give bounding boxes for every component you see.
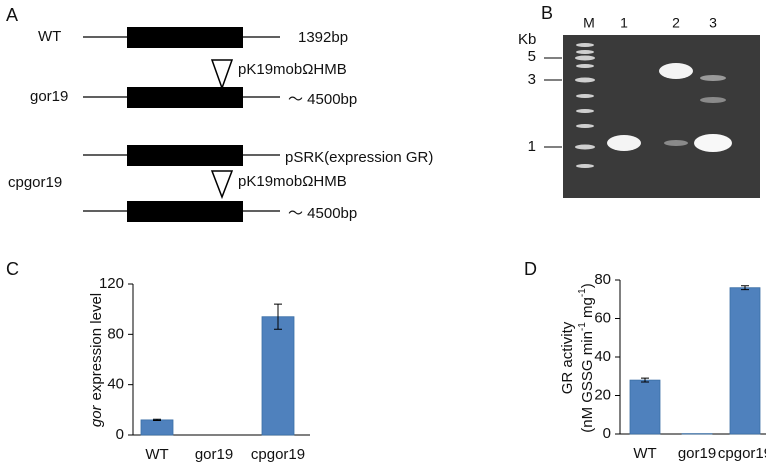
x-tick-label: WT <box>145 446 168 463</box>
x-tick-label: gor19 <box>678 445 716 462</box>
y-label-part: gor <box>88 404 105 427</box>
insert: pK19mobΩHMB <box>238 61 347 78</box>
gel-unit: Kb <box>518 31 536 48</box>
marker-ticks <box>544 57 562 148</box>
construct-gor19: gor19 pK19mobΩHMB ～ 4500bp <box>30 59 357 108</box>
x-tick-label: cpgor19 <box>718 445 766 462</box>
y-tick-label: 40 <box>594 348 611 365</box>
size: ～ 4500bp <box>288 205 357 222</box>
gel <box>563 35 760 198</box>
bar <box>729 287 761 435</box>
y-tick-label: 0 <box>116 426 124 443</box>
error-bar <box>274 303 282 330</box>
error-bar <box>641 377 649 383</box>
unit-part: (nM GSSG min <box>579 331 596 433</box>
panel-label: C <box>6 259 19 279</box>
lane-label: 3 <box>709 15 717 31</box>
row-name: gor19 <box>30 88 68 105</box>
y-axis-label: GR activity <box>559 321 576 394</box>
panel-label: B <box>541 3 553 23</box>
y-tick-label: 0 <box>603 425 611 442</box>
y-tick-label: 120 <box>99 275 124 292</box>
row-name: WT <box>38 28 61 45</box>
bar <box>261 316 295 436</box>
unit-part: -1 <box>577 322 588 331</box>
y-tick-label: 40 <box>107 376 124 393</box>
panel-label: D <box>524 259 537 279</box>
y-tick-label: 80 <box>594 271 611 288</box>
error-bar <box>741 285 749 291</box>
construct-wt: WT 1392bp <box>38 27 348 48</box>
x-tick-label: gor19 <box>195 446 233 463</box>
bar <box>140 419 174 436</box>
panel-label: A <box>6 5 18 25</box>
construct-cpgor19: pSRK(expression GR) cpgor19 pK19mobΩHMB … <box>8 145 433 222</box>
unit-part: ) <box>579 283 596 288</box>
marker-label: 3 <box>528 71 536 88</box>
lane-label: 2 <box>672 15 680 31</box>
y-tick-label: 80 <box>107 325 124 342</box>
y-axis-label: gor expression level <box>88 293 105 427</box>
marker-label: 5 <box>528 48 536 65</box>
x-tick-label: cpgor19 <box>251 446 305 463</box>
unit-part: -1 <box>577 288 588 297</box>
error-bar <box>153 418 161 422</box>
size: ～ 4500bp <box>288 91 357 108</box>
y-tick-label: 60 <box>594 309 611 326</box>
y-tick-label: 20 <box>594 386 611 403</box>
lane-label: M <box>583 15 595 31</box>
bar <box>629 379 661 435</box>
insert: pK19mobΩHMB <box>238 173 347 190</box>
y-label-part: expression level <box>88 293 105 401</box>
lane-label: 1 <box>620 15 628 31</box>
unit-part: mg <box>579 297 596 322</box>
marker-label: 1 <box>528 138 536 155</box>
size: 1392bp <box>298 29 348 46</box>
y-axis-unit: (nM GSSG min-1 mg-1) <box>577 283 596 433</box>
row-name: cpgor19 <box>8 174 62 191</box>
extra: pSRK(expression GR) <box>285 149 433 166</box>
x-tick-label: WT <box>633 445 656 462</box>
